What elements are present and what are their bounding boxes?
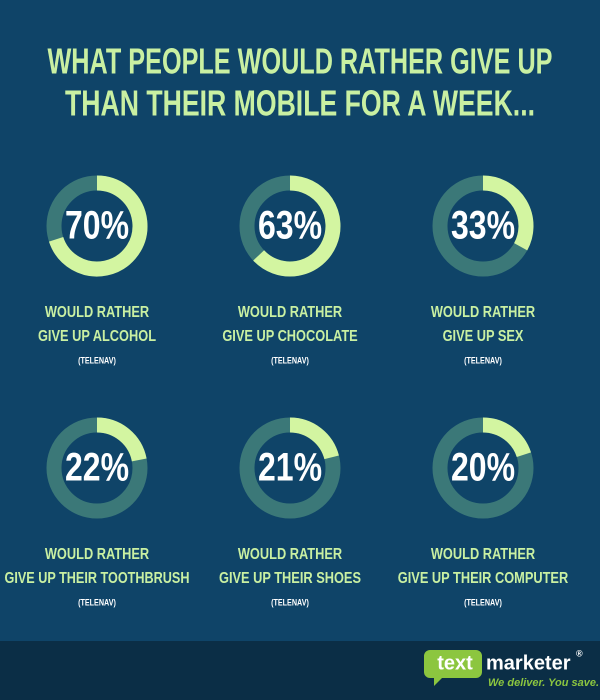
source: (TELENAV) [464,355,502,365]
source: (TELENAV) [464,597,502,607]
title-line: THAN THEIR MOBILE FOR A WEEK... [65,83,535,124]
value-label: 21% [258,446,322,490]
caption: WOULD RATHER [431,546,536,563]
donut-arc [289,417,339,460]
source: (TELENAV) [78,355,116,365]
logo-bubble [424,650,482,686]
caption: WOULD RATHER [238,546,343,563]
donut-arc [96,417,147,462]
source: (TELENAV) [271,597,309,607]
donut-arc [482,175,534,251]
donut-arc [48,175,148,277]
source: (TELENAV) [78,597,116,607]
caption: GIVE UP THEIR TOOTHBRUSH [5,570,190,587]
value-label: 70% [65,204,129,248]
logo-text: marketer [486,652,571,674]
caption: WOULD RATHER [238,304,343,321]
value-label: 63% [258,204,322,248]
source: (TELENAV) [271,355,309,365]
caption: GIVE UP CHOCOLATE [222,328,358,345]
caption: WOULD RATHER [45,304,150,321]
footer-band [0,641,600,700]
donut-arc [253,175,341,277]
title-line: WHAT PEOPLE WOULD RATHER GIVE UP [48,41,553,82]
value-label: 22% [65,446,129,490]
value-label: 20% [451,446,515,490]
caption: GIVE UP THEIR COMPUTER [398,570,569,587]
logo-tagline: We deliver. You save. [488,677,599,689]
value-label: 33% [451,204,515,248]
caption: GIVE UP SEX [443,328,524,345]
logo-text: text [437,652,473,674]
donut-arc [482,417,532,458]
caption: WOULD RATHER [431,304,536,321]
caption: GIVE UP ALCOHOL [38,328,156,345]
caption: WOULD RATHER [45,546,150,563]
logo-mark: ® [576,648,583,658]
caption: GIVE UP THEIR SHOES [219,570,361,587]
